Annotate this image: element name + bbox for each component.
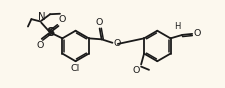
Text: N: N: [38, 12, 45, 22]
Text: O: O: [36, 41, 44, 50]
Text: H: H: [174, 22, 180, 31]
Text: O: O: [59, 15, 66, 24]
Text: O: O: [132, 66, 140, 75]
Text: O: O: [113, 39, 120, 48]
Text: S: S: [46, 26, 54, 39]
Text: O: O: [192, 29, 200, 38]
Text: O: O: [96, 18, 103, 27]
Text: Cl: Cl: [71, 64, 80, 73]
